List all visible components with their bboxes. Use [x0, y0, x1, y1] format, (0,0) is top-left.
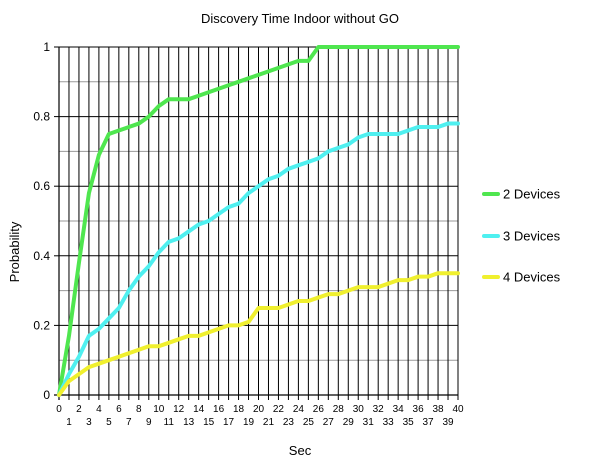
- x-tick-label: 2: [76, 404, 82, 415]
- x-tick-label: 34: [393, 404, 405, 415]
- x-tick-label: 1: [66, 417, 72, 428]
- x-tick-label: 18: [233, 404, 245, 415]
- x-tick-label: 25: [303, 417, 315, 428]
- x-tick-label: 12: [173, 404, 185, 415]
- x-tick-label: 38: [432, 404, 444, 415]
- x-axis-ticks: 0 2 4 6 8 10 12 14 16 18 20 22 24 26 28 30 32 34 36 38 401 3 5…: [56, 404, 464, 428]
- x-tick-label: 9: [146, 417, 152, 428]
- series-lines: [57, 45, 460, 397]
- y-tick-label: 0: [43, 388, 50, 402]
- x-tick-label: 27: [323, 417, 335, 428]
- x-tick-label: 29: [343, 417, 355, 428]
- series-line-2: [57, 121, 460, 397]
- y-axis-ticks: 0 0.2 0.4 0.6 0.8 1: [33, 40, 59, 402]
- x-tick-label: 20: [253, 404, 265, 415]
- x-tick-label: 11: [164, 417, 175, 428]
- chart-title: Discovery Time Indoor without GO: [201, 11, 399, 26]
- y-tick-label: 1: [43, 40, 50, 54]
- series-line-3: [57, 271, 460, 397]
- y-tick-label: 0.8: [33, 110, 50, 124]
- x-tick-label: 31: [363, 417, 375, 428]
- y-axis-title: Probability: [7, 221, 22, 282]
- x-tick-label: 21: [263, 417, 275, 428]
- x-tick-label: 7: [126, 417, 132, 428]
- series-line-1: [57, 45, 460, 397]
- x-tick-label: 6: [116, 404, 122, 415]
- x-tick-label: 33: [383, 417, 395, 428]
- x-tick-label: 3: [86, 417, 92, 428]
- x-tick-label: 39: [442, 417, 454, 428]
- legend-label: 3 Devices: [503, 229, 561, 244]
- y-tick-label: 0.4: [33, 249, 50, 263]
- x-tick-label: 26: [313, 404, 325, 415]
- x-tick-label: 0: [56, 404, 62, 415]
- y-tick-label: 0.2: [33, 318, 50, 332]
- x-tick-label: 23: [283, 417, 295, 428]
- x-tick-label: 22: [273, 404, 285, 415]
- x-tick-label: 32: [373, 404, 385, 415]
- x-tick-label: 4: [96, 404, 102, 415]
- x-axis-title: Sec: [289, 443, 312, 458]
- x-tick-label: 36: [413, 404, 425, 415]
- legend-label: 4 Devices: [503, 270, 561, 285]
- x-tick-label: 19: [243, 417, 255, 428]
- x-tick-label: 30: [353, 404, 365, 415]
- x-tick-label: 24: [293, 404, 305, 415]
- legend: 2 Devices 3 Devices 4 Devices: [482, 187, 561, 285]
- x-tick-label: 8: [136, 404, 142, 415]
- y-tick-label: 0.6: [33, 179, 50, 193]
- x-tick-label: 40: [452, 404, 464, 415]
- x-tick-label: 28: [333, 404, 345, 415]
- x-tick-label: 14: [193, 404, 205, 415]
- x-tick-label: 15: [203, 417, 215, 428]
- x-tick-label: 37: [423, 417, 435, 428]
- legend-label: 2 Devices: [503, 187, 561, 202]
- x-tick-label: 16: [213, 404, 225, 415]
- x-tick-label: 35: [403, 417, 415, 428]
- x-tick-label: 10: [153, 404, 165, 415]
- x-tick-label: 17: [223, 417, 235, 428]
- x-tick-label: 13: [183, 417, 195, 428]
- x-tick-label: 5: [106, 417, 112, 428]
